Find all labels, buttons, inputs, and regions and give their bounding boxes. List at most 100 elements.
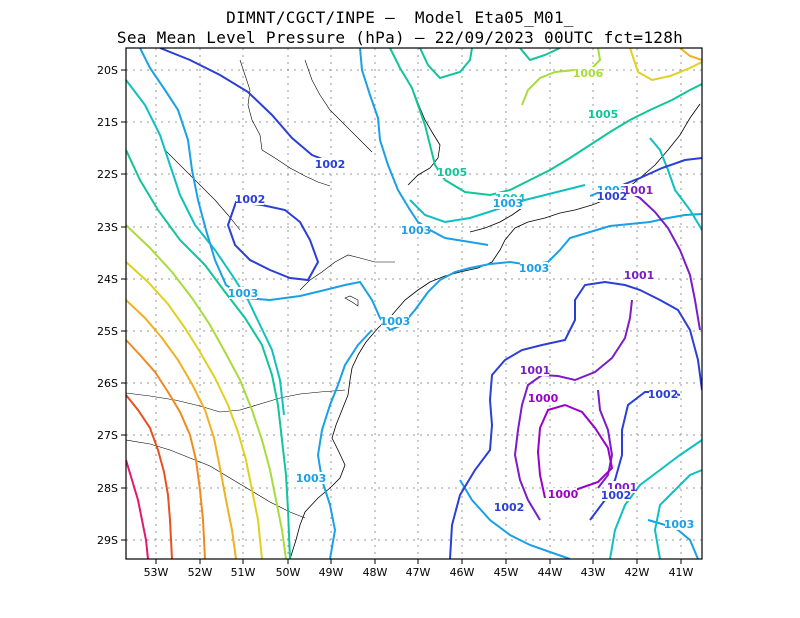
lat-label: 29S [97, 534, 118, 547]
isobar-1002-closed [226, 200, 320, 282]
contour-label-bg [521, 364, 549, 376]
contour-label-bg [574, 67, 602, 79]
lat-label: 25S [97, 325, 118, 338]
contour-label-bg [438, 166, 466, 178]
contour-label-bg [236, 193, 264, 205]
contour-label-bg [649, 388, 677, 400]
contour-label-bg [549, 488, 577, 500]
contour-label: 1005 [437, 166, 468, 179]
lon-label: 42W [625, 566, 650, 579]
contour-label-bg [529, 392, 557, 404]
lon-label: 45W [494, 566, 519, 579]
contour-label-bg [381, 315, 409, 327]
isobar-1007-ne [629, 48, 702, 82]
contour-label: 1003 [380, 315, 411, 328]
lat-label: 26S [97, 377, 118, 390]
lon-label: 41W [669, 566, 694, 579]
isobar-1003-coast [316, 329, 373, 559]
contour-label-bg [402, 224, 430, 236]
isobar-1004-se [609, 439, 702, 559]
lon-label: 49W [319, 566, 344, 579]
contour-label-bg [520, 262, 548, 274]
contour-label: 1006 [573, 67, 604, 80]
lat-label: 22S [97, 168, 118, 181]
contour-label: 1002 [648, 388, 679, 401]
isobar-1003-n [359, 48, 489, 246]
contour-label: 1005 [588, 108, 619, 121]
isobar-1005-ring [419, 48, 473, 80]
contour-label-bg [665, 518, 693, 530]
contour-label-bg [495, 501, 523, 513]
isobar-1001-ne [624, 189, 701, 331]
contour-label-bg [598, 190, 626, 202]
map-title-line1: DIMNT/CGCT/INPE – Model Eta05_M01_ [226, 8, 574, 27]
isobar-1004-se2 [653, 469, 702, 559]
isobar-1000 [536, 403, 614, 499]
isobar-1005-ring2 [519, 48, 561, 62]
contour-label-bg [625, 269, 653, 281]
contour-label-bg [316, 158, 344, 170]
lon-label: 52W [188, 566, 213, 579]
isobar-1007 [126, 261, 263, 559]
isobar-1005-n [389, 48, 702, 197]
contour-label: 1001 [623, 184, 654, 197]
contour-label: 1002 [601, 489, 632, 502]
lon-label: 47W [406, 566, 431, 579]
map-title-line2: Sea Mean Level Pressure (hPa) – 22/09/20… [116, 28, 684, 47]
contour-label: 1001 [624, 269, 655, 282]
contour-labels: 1006100510051004100310011002100210021003… [228, 67, 695, 531]
isobar-1002-n [159, 48, 331, 163]
lat-label: 28S [97, 482, 118, 495]
contour-label: 1003 [493, 197, 524, 210]
contour-label: 1003 [664, 518, 695, 531]
latitude-labels: 20S 21S 22S 23S 24S 25S 26S 27S 28S 29S [97, 64, 118, 547]
isobar-1002-se [449, 280, 702, 559]
isobar-1004-e [649, 137, 702, 231]
lon-label: 44W [538, 566, 563, 579]
contour-label-bg [589, 108, 617, 120]
contour-label: 1002 [315, 158, 346, 171]
contour-label: 1003 [228, 287, 259, 300]
contour-label: 1003 [401, 224, 432, 237]
isobar-1003-main [139, 48, 702, 332]
lat-label: 23S [97, 221, 118, 234]
lon-label: 51W [231, 566, 256, 579]
contour-label: 1002 [235, 193, 266, 206]
contour-label: 1003 [296, 472, 327, 485]
state-borders [126, 59, 395, 519]
contour-label: 1003 [519, 262, 550, 275]
isobar-1006 [521, 48, 602, 106]
contour-label-bg [602, 489, 630, 501]
lon-label: 46W [450, 566, 475, 579]
lon-label: 50W [276, 566, 301, 579]
lat-label: 21S [97, 116, 118, 129]
isobar-1009 [126, 339, 206, 559]
contour-label: 1000 [528, 392, 559, 405]
lon-label: 43W [581, 566, 606, 579]
axis-ticks [121, 69, 682, 564]
lat-label: 27S [97, 429, 118, 442]
isobar-1005 [126, 149, 291, 559]
longitude-labels: 53W 52W 51W 50W 49W 48W 47W 46W 45W 44W 43W 42W 41W [144, 566, 694, 579]
isobar-1010 [126, 394, 173, 559]
lat-label: 20S [97, 64, 118, 77]
contour-label-bg [297, 472, 325, 484]
contour-label-bg [494, 197, 522, 209]
isobar-1001-sw [597, 389, 614, 489]
isobar-1011 [126, 459, 149, 559]
contour-label: 1002 [494, 501, 525, 514]
isobar-1008-ne [679, 48, 702, 61]
contour-label-bg [624, 184, 652, 196]
contour-label: 1002 [597, 190, 628, 203]
lon-label: 53W [144, 566, 169, 579]
contour-label: 1001 [520, 364, 551, 377]
isobar-1004 [126, 79, 285, 416]
lat-label: 24S [97, 273, 118, 286]
map-frame [125, 47, 703, 560]
isobar-1006 [126, 224, 287, 559]
contour-label-bg [229, 287, 257, 299]
isobar-1008 [126, 299, 237, 559]
lon-label: 48W [363, 566, 388, 579]
isobar-1003-s [459, 479, 571, 559]
